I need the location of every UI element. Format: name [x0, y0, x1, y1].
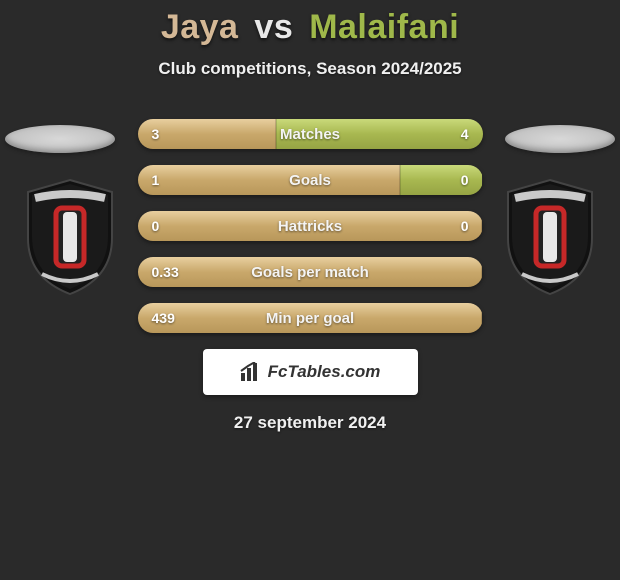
stat-row-matches: 3 Matches 4	[138, 119, 483, 149]
shield-icon	[20, 178, 120, 296]
shield-icon	[500, 178, 600, 296]
bar-chart-icon	[240, 362, 262, 382]
stat-row-goals-per-match: 0.33 Goals per match	[138, 257, 483, 287]
stat-left-value: 3	[152, 126, 160, 142]
stat-label: Matches	[280, 126, 340, 143]
stat-bar-right	[482, 211, 483, 241]
left-platform-ellipse	[5, 125, 115, 153]
team-crest-left	[20, 178, 120, 296]
stat-right-value: 4	[461, 126, 469, 142]
subtitle: Club competitions, Season 2024/2025	[0, 59, 620, 79]
stat-bar-left	[138, 165, 400, 195]
brand-text: FcTables.com	[268, 362, 381, 382]
player2-name: Malaifani	[309, 8, 459, 46]
stat-right-value: 0	[461, 172, 469, 188]
stat-row-goals: 1 Goals 0	[138, 165, 483, 195]
right-platform-ellipse	[505, 125, 615, 153]
team-crest-right	[500, 178, 600, 296]
stat-left-value: 0.33	[152, 264, 179, 280]
player1-name: Jaya	[161, 8, 239, 46]
stat-label: Goals per match	[251, 264, 369, 281]
stat-left-value: 0	[152, 218, 160, 234]
stat-label: Goals	[289, 172, 331, 189]
stat-label: Hattricks	[278, 218, 342, 235]
stat-bar-right	[482, 303, 483, 333]
stat-label: Min per goal	[266, 310, 354, 327]
stat-row-min-per-goal: 439 Min per goal	[138, 303, 483, 333]
vs-text: vs	[254, 8, 293, 46]
date-text: 27 september 2024	[0, 413, 620, 433]
page-title: Jaya vs Malaifani	[0, 0, 620, 47]
stat-bar-right	[482, 257, 483, 287]
stats-list: 3 Matches 4 1 Goals 0 0 Hattricks 0 0.33…	[138, 119, 483, 333]
stat-bar-right	[400, 165, 483, 195]
stat-right-value: 0	[461, 218, 469, 234]
stat-row-hattricks: 0 Hattricks 0	[138, 211, 483, 241]
stat-left-value: 439	[152, 310, 175, 326]
brand-badge[interactable]: FcTables.com	[203, 349, 418, 395]
stat-left-value: 1	[152, 172, 160, 188]
